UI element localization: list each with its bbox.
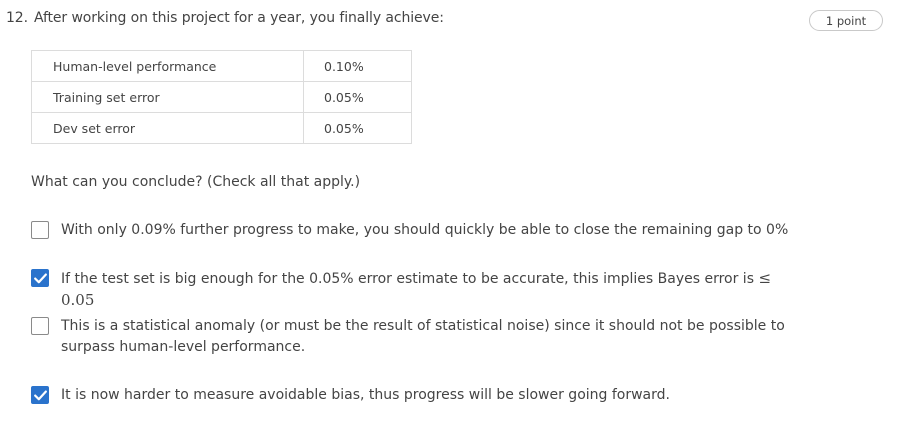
table-row: Human-level performance 0.10%: [31, 50, 412, 82]
value-cell: 0.05%: [303, 112, 412, 144]
question-text: After working on this project for a year…: [33, 10, 444, 26]
checkbox[interactable]: [31, 269, 49, 287]
option-text: If the test set is big enough for the 0.…: [61, 271, 759, 287]
option-3[interactable]: This is a statistical anomaly (or must b…: [31, 316, 791, 358]
points-badge: 1 point: [809, 10, 883, 31]
table-row: Training set error 0.05%: [31, 81, 412, 113]
option-label: If the test set is big enough for the 0.…: [61, 268, 791, 312]
checkbox[interactable]: [31, 386, 49, 404]
metric-cell: Human-level performance: [31, 50, 304, 82]
question-header: 12. After working on this project for a y…: [6, 10, 444, 26]
option-label: With only 0.09% further progress to make…: [61, 222, 789, 238]
checkbox[interactable]: [31, 221, 49, 239]
results-table: Human-level performance 0.10% Training s…: [31, 50, 412, 144]
option-1[interactable]: With only 0.09% further progress to make…: [31, 220, 788, 241]
option-2[interactable]: If the test set is big enough for the 0.…: [31, 268, 791, 312]
math-expression: ≤ 0.05: [61, 269, 772, 309]
checkmark-icon: [33, 273, 47, 283]
option-4[interactable]: It is now harder to measure avoidable bi…: [31, 385, 670, 406]
option-label: This is a statistical anomaly (or must b…: [61, 318, 785, 355]
metric-cell: Training set error: [31, 81, 304, 113]
question-prompt: What can you conclude? (Check all that a…: [31, 174, 361, 190]
option-label: It is now harder to measure avoidable bi…: [61, 387, 670, 403]
metric-cell: Dev set error: [31, 112, 304, 144]
checkmark-icon: [33, 390, 47, 400]
value-cell: 0.10%: [303, 50, 412, 82]
checkbox[interactable]: [31, 317, 49, 335]
table-row: Dev set error 0.05%: [31, 112, 412, 144]
question-number: 12.: [6, 10, 28, 26]
value-cell: 0.05%: [303, 81, 412, 113]
